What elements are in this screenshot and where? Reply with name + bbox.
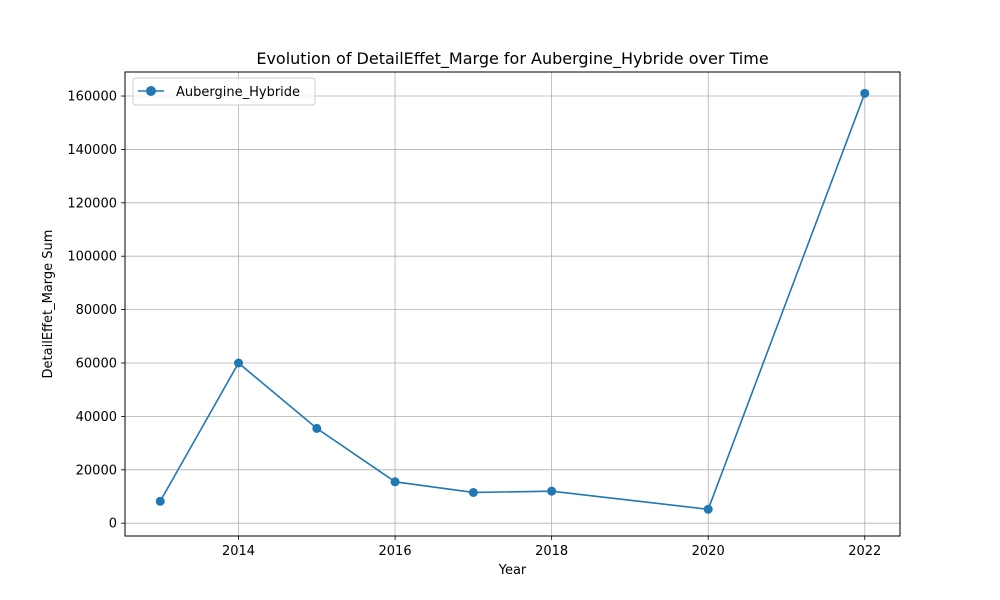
x-axis-ticks: 2014 2016 2018 2020 2022 [222,536,881,559]
y-tick-label: 80000 [76,303,117,318]
data-point [390,477,400,487]
x-tick-label: 2020 [692,544,725,559]
data-point [468,487,478,497]
data-point [155,496,165,506]
data-point [703,504,713,514]
legend-box [132,77,316,106]
data-point [234,358,244,368]
data-point [547,486,557,496]
legend-entry-label: Aubergine_Hybride [176,85,300,100]
legend-marker-swatch [146,86,156,96]
chart-title: Evolution of DetailEffet_Marge for Auber… [256,49,768,69]
x-tick-label: 2014 [222,544,255,559]
x-tick-label: 2016 [379,544,412,559]
y-tick-label: 0 [109,517,117,532]
x-axis-label: Year [498,563,527,578]
y-axis-label: DetailEffet_Marge Sum [41,230,56,379]
legend: Aubergine_Hybride [132,77,316,106]
y-tick-label: 100000 [67,250,117,265]
y-axis-ticks: 0 20000 40000 60000 80000 100000 120000 140000 1… [67,90,125,532]
x-tick-label: 2018 [535,544,568,559]
y-tick-label: 160000 [67,90,117,105]
y-tick-label: 20000 [76,463,117,478]
grid-lines [125,72,900,536]
plot-frame [124,71,901,537]
x-tick-label: 2022 [848,544,881,559]
y-tick-label: 120000 [67,196,117,211]
y-tick-label: 140000 [67,143,117,158]
data-point [860,88,870,98]
y-tick-label: 60000 [76,357,117,372]
y-tick-label: 40000 [76,410,117,425]
series-line [159,93,866,511]
data-point [312,423,322,433]
series-layer [155,88,870,514]
